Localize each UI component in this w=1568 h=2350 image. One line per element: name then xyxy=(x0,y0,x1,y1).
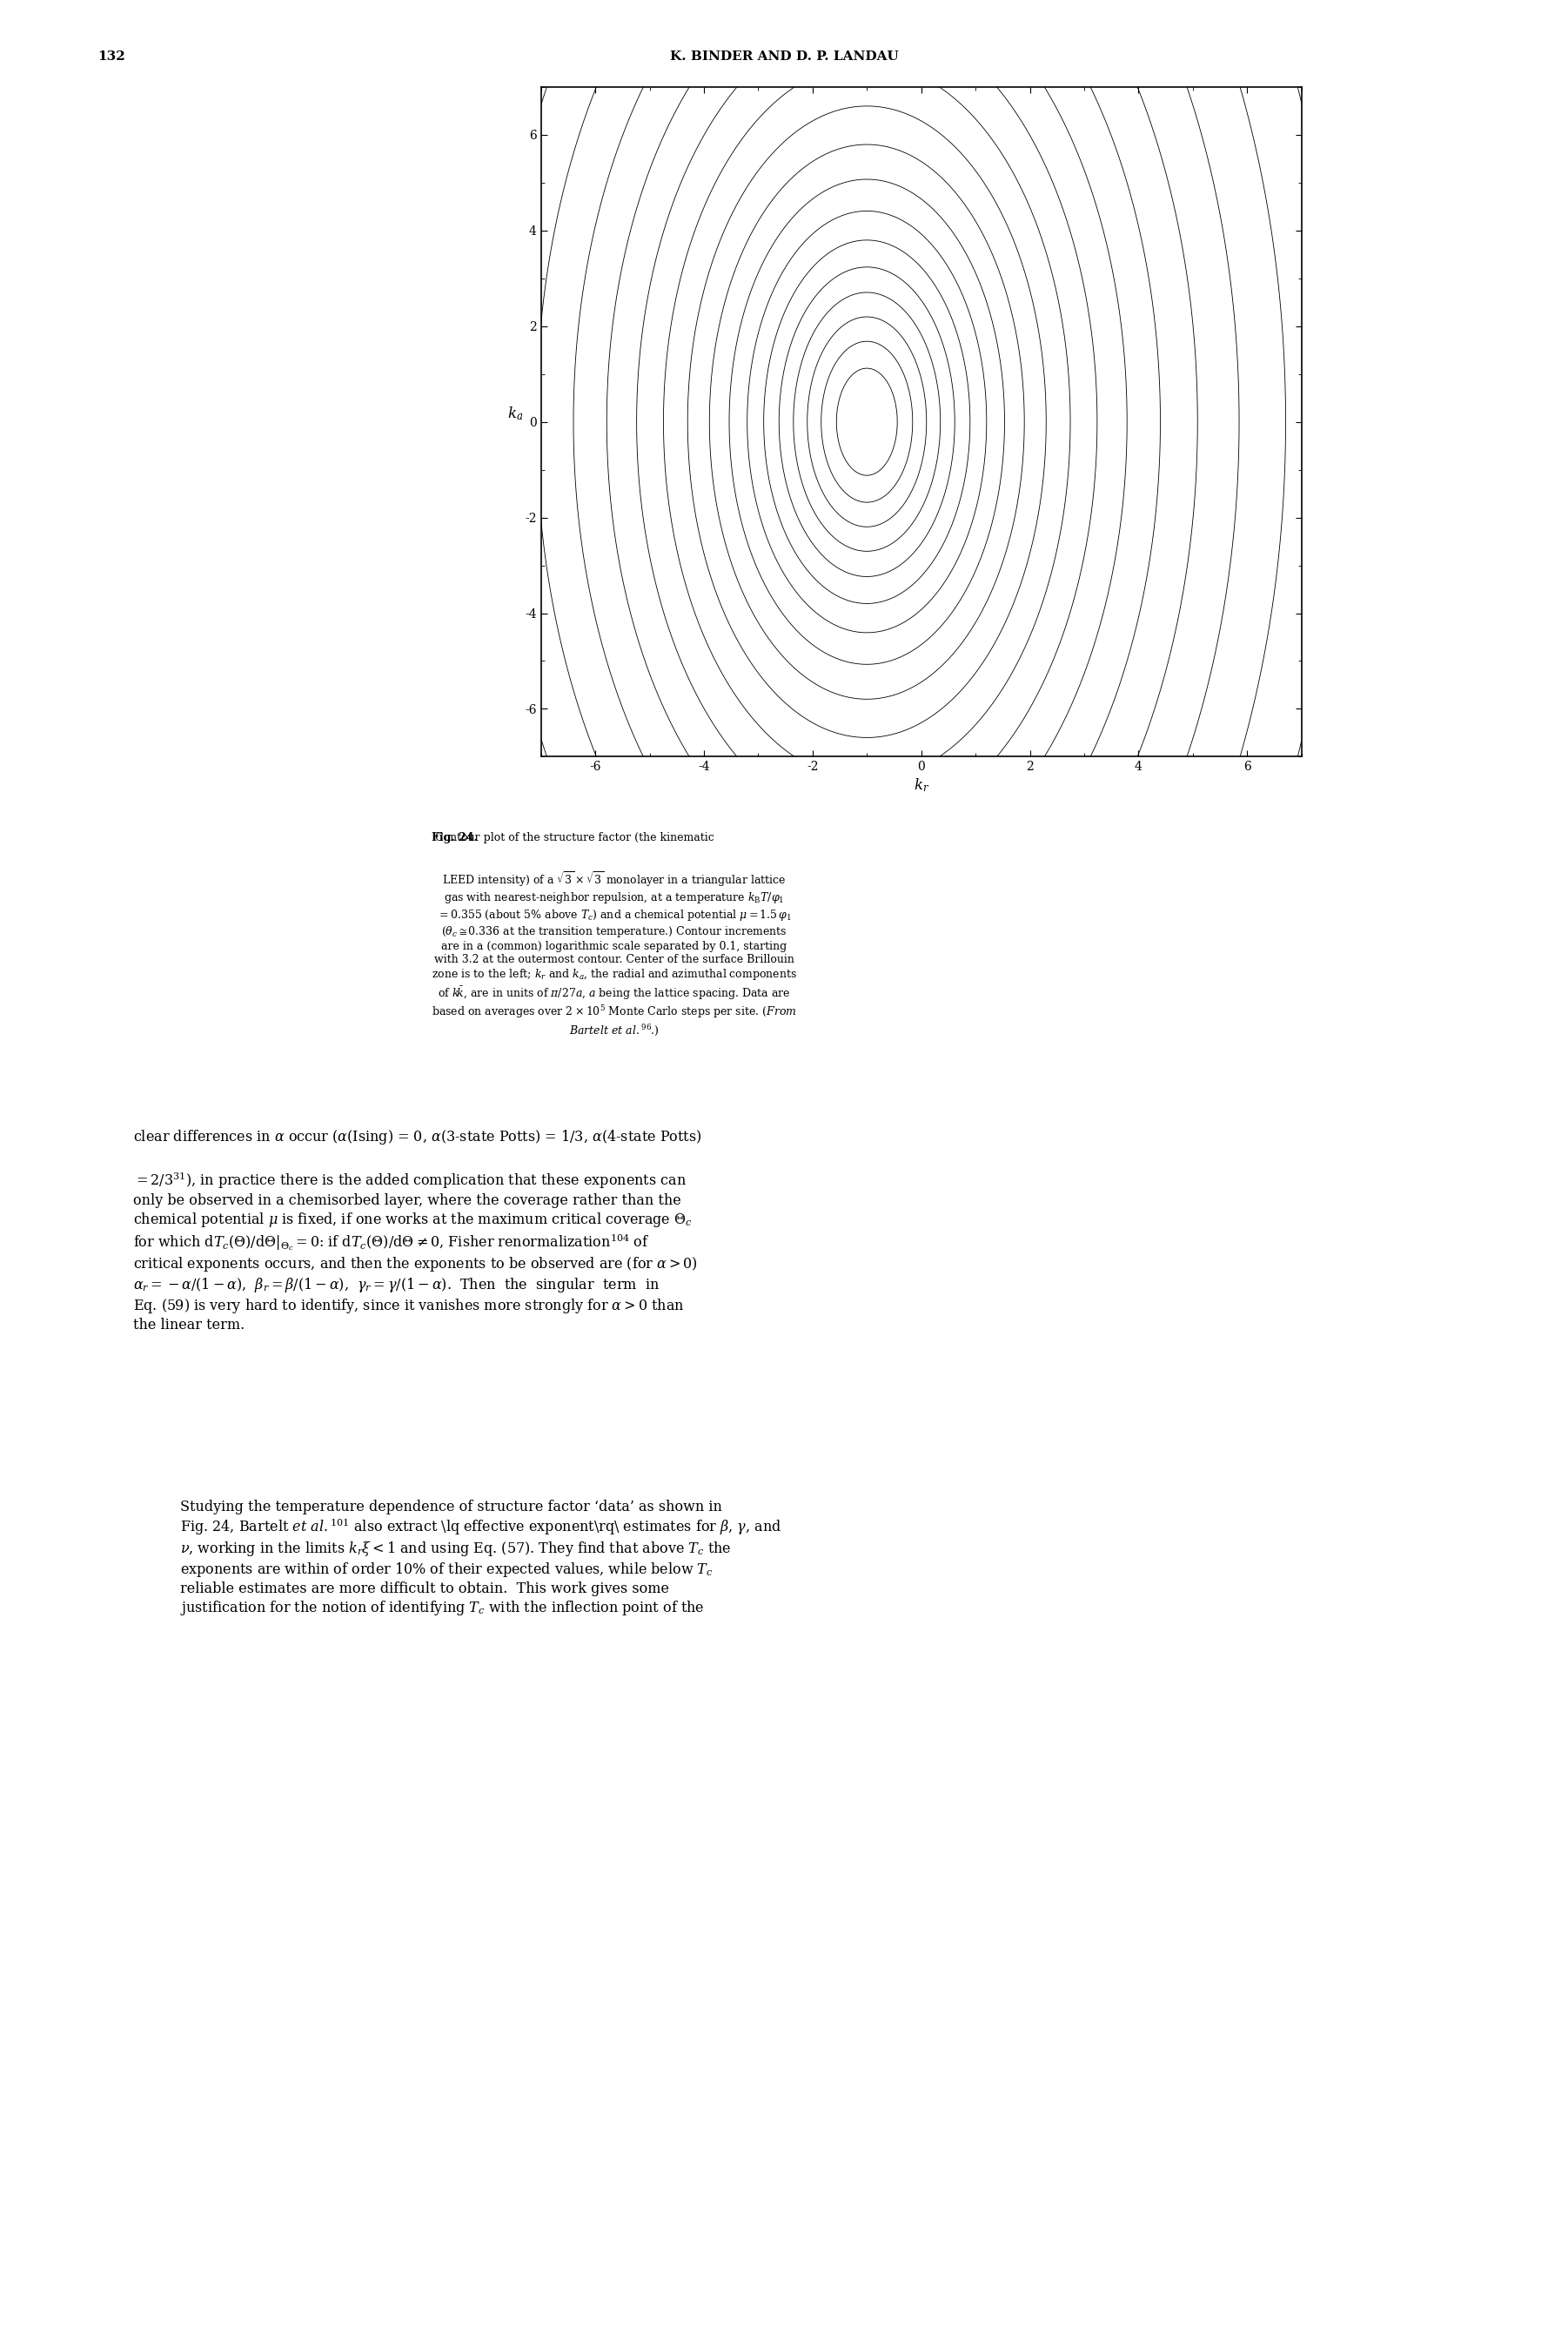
X-axis label: $k_r$: $k_r$ xyxy=(913,778,930,794)
Text: clear differences in $\alpha$ occur ($\alpha$(Ising) = 0, $\alpha$(3-state Potts: clear differences in $\alpha$ occur ($\a… xyxy=(133,1128,702,1147)
Y-axis label: $k_a$: $k_a$ xyxy=(508,404,524,421)
Text: $= 2/3^{31}$), in practice there is the added complication that these exponents : $= 2/3^{31}$), in practice there is the … xyxy=(133,1170,698,1332)
Text: K. BINDER AND D. P. LANDAU: K. BINDER AND D. P. LANDAU xyxy=(670,49,898,63)
Text: Fig. 24.: Fig. 24. xyxy=(431,832,477,844)
Text: Studying the temperature dependence of structure factor ‘data’ as shown in
Fig. : Studying the temperature dependence of s… xyxy=(180,1499,782,1617)
Text: 132: 132 xyxy=(97,49,125,63)
Text: LEED intensity) of a $\sqrt{3} \times \sqrt{3}$ monolayer in a triangular lattic: LEED intensity) of a $\sqrt{3} \times \s… xyxy=(431,870,797,1036)
Text: Contour plot of the structure factor (the kinematic: Contour plot of the structure factor (th… xyxy=(431,832,713,844)
